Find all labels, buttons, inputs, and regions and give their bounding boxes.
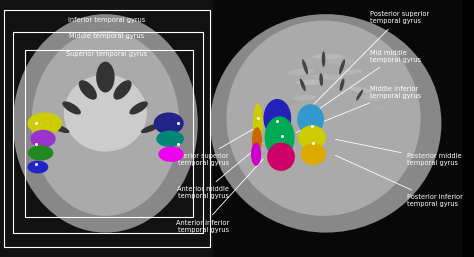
Text: Anterior superior
temporal gyrus: Anterior superior temporal gyrus bbox=[172, 125, 261, 166]
Ellipse shape bbox=[356, 90, 363, 100]
Ellipse shape bbox=[339, 78, 345, 91]
Ellipse shape bbox=[283, 100, 300, 106]
Ellipse shape bbox=[79, 80, 97, 100]
Ellipse shape bbox=[297, 104, 324, 135]
Text: Posterior inferior
temporal gyrus: Posterior inferior temporal gyrus bbox=[335, 155, 463, 207]
Ellipse shape bbox=[301, 143, 326, 165]
Ellipse shape bbox=[28, 145, 54, 161]
Ellipse shape bbox=[300, 79, 306, 91]
Ellipse shape bbox=[312, 54, 344, 59]
Bar bbox=[4, 10, 210, 247]
Ellipse shape bbox=[63, 101, 81, 115]
Ellipse shape bbox=[129, 101, 148, 115]
Ellipse shape bbox=[298, 125, 326, 150]
Ellipse shape bbox=[264, 116, 295, 159]
Ellipse shape bbox=[13, 14, 198, 233]
Ellipse shape bbox=[296, 79, 323, 85]
Ellipse shape bbox=[340, 69, 363, 75]
Ellipse shape bbox=[264, 99, 291, 137]
Ellipse shape bbox=[302, 59, 308, 75]
Text: Middle temporal gyrus: Middle temporal gyrus bbox=[69, 33, 144, 39]
Ellipse shape bbox=[371, 105, 388, 111]
Ellipse shape bbox=[51, 124, 69, 133]
Ellipse shape bbox=[328, 59, 356, 64]
Text: Superior temporal gyrus: Superior temporal gyrus bbox=[66, 51, 147, 57]
Ellipse shape bbox=[339, 59, 345, 75]
Ellipse shape bbox=[322, 51, 325, 67]
Ellipse shape bbox=[284, 84, 307, 90]
Ellipse shape bbox=[287, 69, 314, 75]
Bar bbox=[13, 32, 203, 233]
Ellipse shape bbox=[267, 143, 295, 171]
Ellipse shape bbox=[75, 90, 136, 146]
Bar bbox=[0, 0, 213, 257]
Ellipse shape bbox=[31, 31, 179, 216]
Ellipse shape bbox=[333, 79, 360, 85]
Ellipse shape bbox=[312, 74, 344, 80]
Text: Anterior middle
temporal gyrus: Anterior middle temporal gyrus bbox=[177, 143, 262, 199]
Ellipse shape bbox=[30, 130, 56, 148]
Bar bbox=[213, 0, 462, 257]
Text: Inferior temporal gyrus: Inferior temporal gyrus bbox=[68, 17, 145, 23]
Ellipse shape bbox=[319, 73, 323, 86]
Ellipse shape bbox=[27, 112, 62, 134]
Text: Anterior inferior
temporal gyrus: Anterior inferior temporal gyrus bbox=[175, 159, 264, 233]
Ellipse shape bbox=[158, 146, 184, 162]
Ellipse shape bbox=[141, 124, 160, 133]
Ellipse shape bbox=[359, 94, 381, 101]
Ellipse shape bbox=[64, 75, 147, 152]
Ellipse shape bbox=[96, 62, 115, 93]
Ellipse shape bbox=[252, 127, 262, 153]
Ellipse shape bbox=[156, 130, 184, 147]
Bar bbox=[26, 50, 193, 217]
Text: Posterior middle
temporal gyrus: Posterior middle temporal gyrus bbox=[336, 139, 461, 166]
Ellipse shape bbox=[253, 103, 263, 143]
Text: Posterior superior
temporal gyrus: Posterior superior temporal gyrus bbox=[307, 12, 429, 111]
Ellipse shape bbox=[27, 161, 48, 173]
Ellipse shape bbox=[349, 87, 372, 93]
Ellipse shape bbox=[210, 14, 441, 233]
Text: Middle inferior
temporal gyrus: Middle inferior temporal gyrus bbox=[296, 86, 421, 133]
Ellipse shape bbox=[251, 143, 261, 166]
Ellipse shape bbox=[227, 21, 420, 216]
Text: Mid middle
temporal gyrus: Mid middle temporal gyrus bbox=[301, 50, 421, 122]
Ellipse shape bbox=[154, 112, 184, 134]
Ellipse shape bbox=[298, 59, 330, 65]
Ellipse shape bbox=[113, 80, 132, 100]
Ellipse shape bbox=[294, 95, 317, 100]
